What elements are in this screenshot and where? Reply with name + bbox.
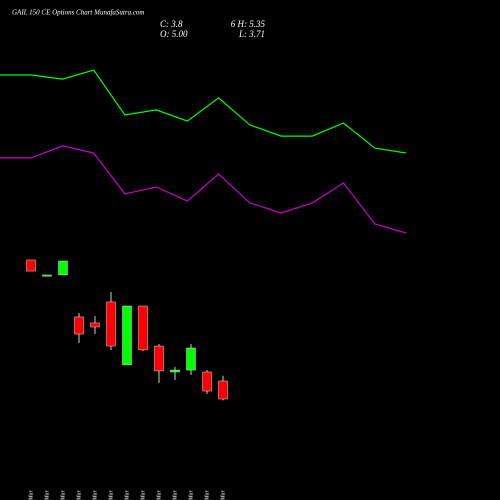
- x-tick-label: 18 Mar: [188, 489, 194, 500]
- indicator-line: [0, 145, 407, 234]
- x-tick-label: 09 Mar: [76, 489, 82, 500]
- candle-body: [42, 274, 52, 277]
- info-text: 6 H: 5.35: [231, 19, 266, 29]
- candle-body: [58, 260, 68, 276]
- x-tick-label: 10 Mar: [92, 489, 98, 500]
- x-tick-label: 04 Mar: [27, 489, 34, 500]
- candle-body: [202, 371, 212, 392]
- candle-body: [122, 305, 132, 366]
- candle-body: [90, 322, 100, 328]
- candle-body: [218, 380, 228, 400]
- x-tick-label: 16 Mar: [156, 489, 162, 500]
- x-tick-label: 13 Mar: [140, 489, 146, 500]
- x-tick-label: 06 Mar: [60, 489, 66, 500]
- candle-body: [138, 305, 148, 351]
- info-text: O: 5.00: [160, 29, 188, 39]
- chart-title: GAIL 150 CE Options Chart MunafaSutra.co…: [12, 9, 145, 17]
- candle-body: [74, 316, 84, 335]
- x-tick-label: 05 Mar: [44, 489, 50, 500]
- candle-body: [154, 345, 164, 372]
- x-tick-label: 12 Mar: [124, 489, 130, 500]
- candle-body: [186, 347, 196, 371]
- x-tick-label: 11 Mar: [108, 489, 114, 500]
- candle-body: [170, 369, 180, 373]
- x-tick-label: 19 Mar: [204, 489, 210, 500]
- x-tick-label: 20 Mar: [220, 489, 226, 500]
- indicator-line: [0, 69, 407, 154]
- candle-body: [26, 259, 36, 272]
- x-tick-label: 17 Mar: [172, 489, 178, 500]
- candle-body: [106, 301, 116, 347]
- info-text: L: 3.71: [238, 29, 265, 39]
- info-text: C: 3.8: [160, 19, 183, 29]
